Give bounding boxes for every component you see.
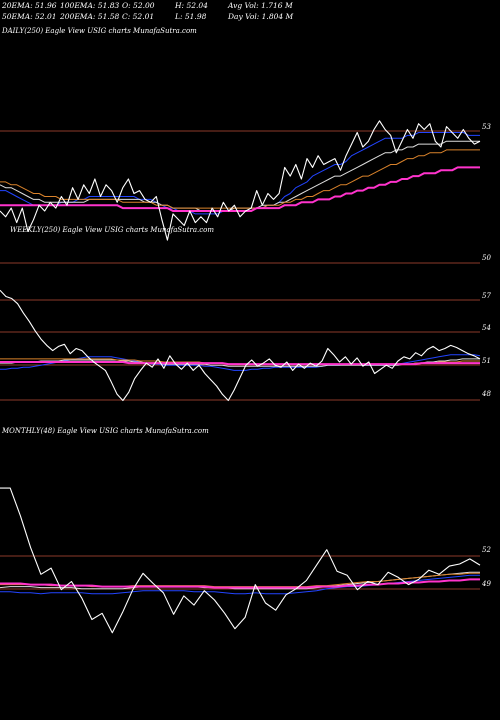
daily-price-line: [0, 120, 481, 241]
header-close: C: 52.01: [122, 12, 155, 21]
monthly-tick-label: 52: [482, 546, 491, 554]
weekly-panel-label: WEEKLY(250) Eagle View USIG charts Munaf…: [10, 226, 215, 234]
weekly-tick-label: 48: [482, 390, 491, 398]
daily-ema-orange-line: [0, 149, 480, 209]
header-low: L: 51.98: [175, 12, 207, 21]
monthly-ema-pink-line: [0, 578, 480, 589]
header-ema20: 20EMA: 51.96: [2, 1, 57, 10]
header-ema200: 200EMA: 51.58: [60, 12, 120, 21]
header-ema50: 50EMA: 52.01: [2, 12, 57, 21]
weekly-tick-label: 54: [482, 324, 491, 332]
header-avg-vol: Avg Vol: 1.716 M: [228, 1, 293, 10]
monthly-panel: [0, 487, 481, 634]
monthly-price-line: [0, 487, 481, 634]
daily-panel-label: DAILY(250) Eagle View USIG charts Munafa…: [2, 27, 197, 35]
weekly-ema-pink-line: [0, 361, 480, 366]
daily-tick-label: 50: [482, 254, 491, 262]
daily-ema-blue-line: [0, 132, 480, 215]
weekly-tick-label: 57: [482, 292, 491, 300]
header-high: H: 52.04: [175, 1, 208, 10]
weekly-tick-label: 51: [482, 357, 491, 365]
header-day-vol: Day Vol: 1.804 M: [228, 12, 294, 21]
daily-ema-pink-line: [0, 166, 480, 212]
weekly-price-line: [0, 289, 481, 402]
header-ema100: 100EMA: 51.83: [60, 1, 120, 10]
daily-tick-label: 53: [482, 123, 491, 131]
weekly-panel: [0, 289, 481, 402]
daily-ema-white-line: [0, 140, 480, 212]
daily-panel: [0, 120, 481, 264]
monthly-panel-label: MONTHLY(48) Eagle View USIG charts Munaf…: [2, 427, 209, 435]
header-open: O: 52.00: [122, 1, 155, 10]
monthly-tick-label: 49: [482, 580, 491, 588]
